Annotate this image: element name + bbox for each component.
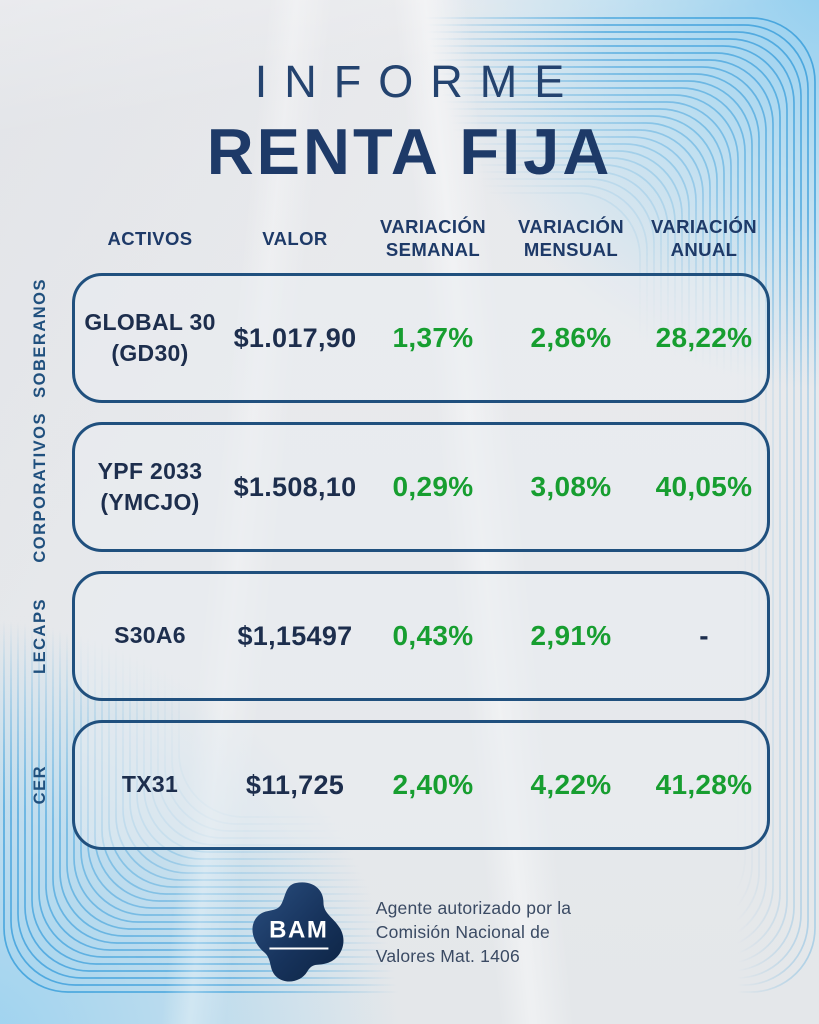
asset-name: TX31 <box>121 771 179 798</box>
bam-logo-text: BAM <box>269 917 329 950</box>
asset-cell: TX31 <box>75 769 225 800</box>
annual-variation: 28,22% <box>655 322 753 353</box>
column-header-valor: VALOR <box>262 227 328 249</box>
asset-value: $11,725 <box>245 769 345 800</box>
asset-cell: GLOBAL 30 (GD30) <box>75 307 225 369</box>
weekly-variation: 1,37% <box>392 322 474 353</box>
band-lecaps: LECAPS S30A6 $1,15497 0,43% 2,91% - <box>31 571 770 701</box>
title-block: INFORME RENTA FIJA <box>0 0 819 189</box>
table-row-s30a6: S30A6 $1,15497 0,43% 2,91% - <box>72 571 770 701</box>
asset-table: SOBERANOS GLOBAL 30 (GD30) $1.017,90 1,3… <box>31 273 770 850</box>
asset-value: $1,15497 <box>237 620 353 651</box>
band-corporativos: CORPORATIVOS YPF 2033 (YMCJO) $1.508,10 … <box>31 412 770 562</box>
footer: BAM Agente autorizado por la Comisión Na… <box>0 880 819 984</box>
asset-name: S30A6 <box>114 622 186 649</box>
table-row-tx31: TX31 $11,725 2,40% 4,22% 41,28% <box>72 720 770 850</box>
asset-ticker: (YMCJO) <box>100 489 200 515</box>
bam-logo: BAM <box>248 880 350 984</box>
monthly-variation: 3,08% <box>530 471 612 502</box>
report-title: RENTA FIJA <box>206 115 613 188</box>
asset-name: YPF 2033 <box>97 457 203 484</box>
asset-value: $1.017,90 <box>233 322 357 353</box>
column-header-variacion-mensual: VARIACIÓN MENSUAL <box>517 216 625 260</box>
annual-variation: - <box>699 620 709 651</box>
footer-disclaimer-line1: Agente autorizado por la <box>375 897 572 918</box>
category-label-corporativos: CORPORATIVOS <box>30 411 49 563</box>
weekly-variation: 0,29% <box>392 471 474 502</box>
band-soberanos: SOBERANOS GLOBAL 30 (GD30) $1.017,90 1,3… <box>31 273 770 403</box>
annual-variation: 41,28% <box>655 769 753 800</box>
asset-value: $1.508,10 <box>233 471 357 502</box>
table-header-row: ACTIVOS VALOR VARIACIÓN SEMANAL VARIACIÓ… <box>75 215 767 263</box>
footer-disclaimer: Agente autorizado por la Comisión Nacion… <box>376 896 572 968</box>
category-label-lecaps: LECAPS <box>30 598 49 674</box>
asset-ticker: (GD30) <box>111 340 189 366</box>
footer-disclaimer-line2: Comisión Nacional de <box>375 921 550 942</box>
asset-cell: YPF 2033 (YMCJO) <box>75 456 225 518</box>
asset-name: GLOBAL 30 <box>84 308 216 335</box>
report-kicker: INFORME <box>254 56 582 107</box>
column-header-activos: ACTIVOS <box>107 227 193 249</box>
table-row-global30: GLOBAL 30 (GD30) $1.017,90 1,37% 2,86% 2… <box>72 273 770 403</box>
monthly-variation: 4,22% <box>530 769 612 800</box>
annual-variation: 40,05% <box>655 471 753 502</box>
footer-disclaimer-line3: Valores Mat. 1406 <box>375 946 520 967</box>
category-label-cer: CER <box>30 765 49 805</box>
column-header-variacion-anual: VARIACIÓN ANUAL <box>650 216 758 260</box>
monthly-variation: 2,91% <box>530 620 612 651</box>
table-row-ypf2033: YPF 2033 (YMCJO) $1.508,10 0,29% 3,08% 4… <box>72 422 770 552</box>
band-cer: CER TX31 $11,725 2,40% 4,22% 41,28% <box>31 720 770 850</box>
weekly-variation: 2,40% <box>392 769 474 800</box>
column-header-variacion-semanal: VARIACIÓN SEMANAL <box>379 216 487 260</box>
weekly-variation: 0,43% <box>392 620 474 651</box>
asset-cell: S30A6 <box>75 620 225 651</box>
category-label-soberanos: SOBERANOS <box>30 278 49 398</box>
monthly-variation: 2,86% <box>530 322 612 353</box>
